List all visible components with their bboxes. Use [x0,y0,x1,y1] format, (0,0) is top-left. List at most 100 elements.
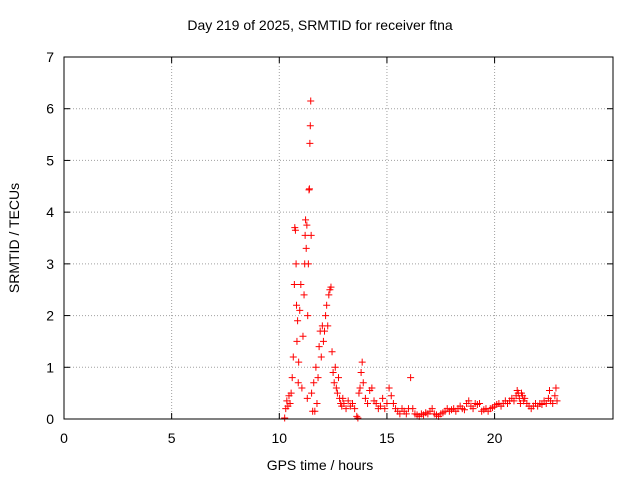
data-point [303,221,311,229]
data-point [319,337,327,345]
data-point [396,410,404,418]
data-point [387,392,395,400]
data-point [327,283,335,291]
data-point [538,401,546,409]
data-point [306,139,314,147]
data-point [325,291,333,299]
data-point [344,397,352,405]
data-point [372,399,380,407]
data-point [542,399,550,407]
data-point [292,260,300,268]
data-point [315,343,323,351]
chart-title: Day 219 of 2025, SRMTID for receiver ftn… [187,17,453,33]
data-point [465,397,473,405]
data-point [357,368,365,376]
data-point [330,379,338,387]
x-tick-label: 5 [168,430,176,446]
data-point [409,405,417,413]
data-point [307,97,315,105]
data-point [293,337,301,345]
data-point [307,231,315,239]
data-point [335,374,342,382]
data-point [354,414,362,422]
data-point [298,384,306,392]
data-point [294,379,302,387]
data-point [304,312,312,320]
data-point [376,402,384,410]
y-tick-label: 7 [46,49,54,65]
data-point [383,399,391,407]
data-point [364,399,372,407]
data-point [312,363,320,371]
data-point [351,405,359,413]
data-point [348,399,356,407]
y-tick-label: 5 [46,152,54,168]
x-tick-label: 15 [379,430,395,446]
data-point [329,368,337,376]
axis-ticks: 0 5 10 15 20 0 1 2 3 4 5 6 7 [46,49,613,446]
data-point [300,291,308,299]
data-point [342,405,350,413]
data-point [288,374,296,382]
data-point [305,185,313,193]
grid-lines [64,57,613,419]
data-point [356,384,364,392]
data-point [308,389,316,397]
data-point [289,353,297,361]
data-point [339,394,347,402]
data-point [302,244,310,252]
y-tick-label: 2 [46,308,54,324]
x-axis-label: GPS time / hours [266,457,374,473]
data-point [296,306,304,314]
data-point [469,405,477,413]
data-point [549,399,557,407]
data-point [323,301,331,309]
data-point [302,216,310,224]
data-point [361,394,369,402]
data-point [301,231,309,239]
data-point [287,389,295,397]
data-point [314,374,322,382]
x-tick-label: 20 [487,430,503,446]
data-point [310,379,318,387]
data-point [332,384,340,392]
data-point [359,379,367,387]
data-point [553,397,561,405]
y-tick-label: 6 [46,101,54,117]
data-point [303,394,311,402]
data-point [428,405,436,413]
data-point [311,407,319,415]
data-points [281,97,561,422]
data-point [297,281,305,289]
data-point [379,394,387,402]
data-point [358,358,366,366]
data-point [321,327,329,335]
data-point [510,397,518,405]
plot-frame [63,56,614,420]
data-point [355,389,363,397]
data-point [293,301,301,309]
data-point [407,374,415,382]
data-point [460,406,468,414]
data-point [286,399,294,407]
data-point [385,384,393,392]
data-point [333,389,341,397]
data-point [281,414,289,422]
data-point [340,399,348,407]
data-point [299,332,307,340]
data-point [324,322,332,330]
data-point [294,317,302,325]
y-tick-label: 4 [46,204,54,220]
data-point [552,384,560,392]
data-point [521,394,529,402]
data-point [331,363,339,371]
data-point [545,387,553,395]
data-point [304,260,312,268]
data-point [313,399,321,407]
y-tick-label: 3 [46,256,54,272]
data-point [295,358,303,366]
data-point [328,348,336,356]
x-tick-label: 10 [272,430,288,446]
data-point [317,353,325,361]
